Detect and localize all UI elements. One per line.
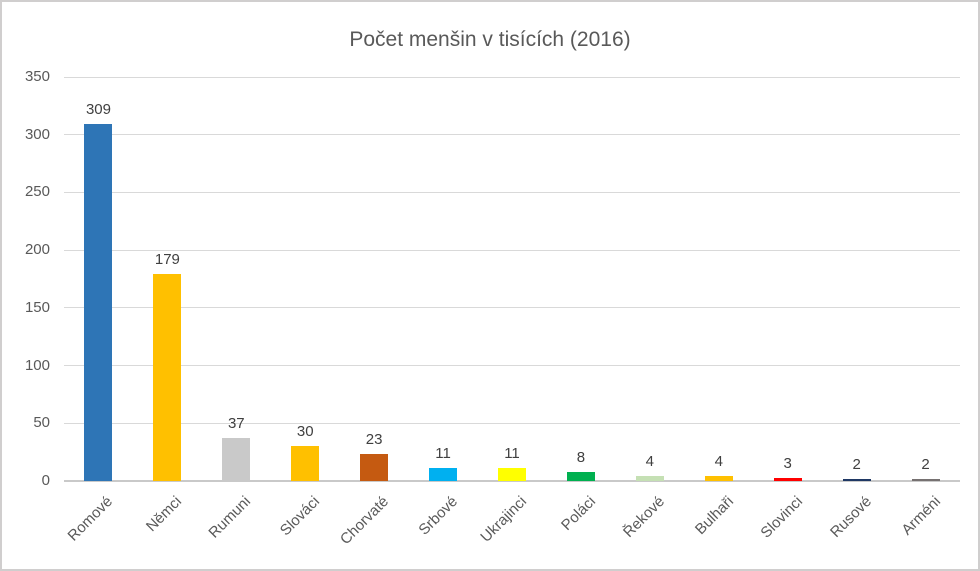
y-axis-tick-label: 250	[24, 183, 50, 201]
y-axis-tick-label: 100	[24, 356, 50, 374]
bar-value-label: 4	[714, 453, 723, 471]
gridline	[64, 249, 960, 251]
bar-value-label: 309	[85, 101, 111, 119]
bar-value-label: 2	[852, 455, 861, 473]
bar	[153, 274, 182, 481]
bar	[498, 468, 526, 481]
y-axis-tick-label: 200	[24, 241, 50, 259]
bar	[773, 477, 802, 481]
gridline	[64, 365, 960, 367]
bar-value-label: 179	[154, 251, 180, 269]
bar	[84, 124, 113, 481]
bar	[842, 478, 871, 481]
gridline	[64, 134, 960, 136]
bar-value-label: 8	[576, 448, 586, 466]
y-axis-tick-label: 50	[33, 414, 50, 432]
chart-title: Počet menšin v tisících (2016)	[349, 28, 631, 51]
gridline	[64, 191, 960, 193]
bar-value-label: 37	[227, 415, 245, 433]
gridline	[64, 76, 960, 78]
y-axis-tick-label: 150	[24, 298, 50, 316]
bar-value-label: 4	[645, 453, 655, 471]
x-axis-line	[64, 480, 960, 482]
bar-value-label: 30	[296, 423, 314, 441]
bar	[704, 476, 733, 481]
bar	[222, 438, 251, 481]
y-axis-tick-label: 300	[24, 125, 50, 143]
bar-value-label: 2	[921, 455, 930, 473]
bar-value-label: 11	[435, 445, 451, 463]
gridline	[64, 307, 960, 309]
bar-value-label: 23	[365, 431, 383, 449]
gridline	[64, 422, 960, 424]
bar	[911, 478, 940, 481]
bar-value-label: 3	[783, 454, 792, 472]
y-axis-tick-label: 0	[41, 472, 50, 489]
x-axis-category-label: Romové	[64, 493, 117, 545]
bar	[635, 476, 664, 481]
bar-value-label: 11	[504, 445, 520, 463]
bar	[291, 446, 320, 481]
bar	[360, 454, 389, 481]
bar	[566, 471, 595, 481]
bar	[429, 468, 458, 481]
y-axis-tick-label: 350	[24, 68, 50, 85]
